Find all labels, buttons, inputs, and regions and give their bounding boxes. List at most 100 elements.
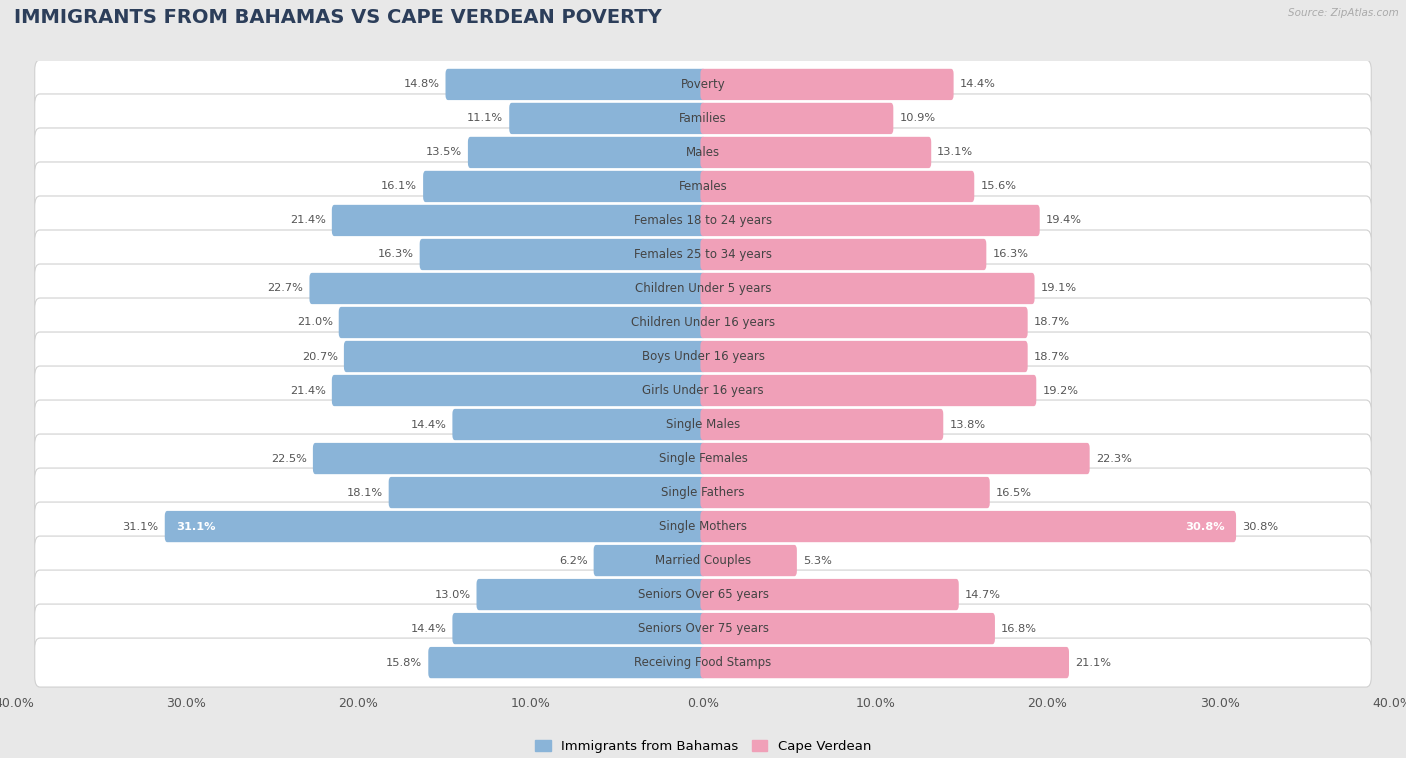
FancyBboxPatch shape <box>700 579 959 610</box>
FancyBboxPatch shape <box>700 273 1035 304</box>
FancyBboxPatch shape <box>700 409 943 440</box>
Text: 16.1%: 16.1% <box>381 181 418 192</box>
Text: Boys Under 16 years: Boys Under 16 years <box>641 350 765 363</box>
FancyBboxPatch shape <box>700 307 1028 338</box>
Text: 13.5%: 13.5% <box>426 148 461 158</box>
FancyBboxPatch shape <box>700 375 1036 406</box>
FancyBboxPatch shape <box>419 239 706 270</box>
FancyBboxPatch shape <box>700 613 995 644</box>
Text: 5.3%: 5.3% <box>803 556 832 565</box>
FancyBboxPatch shape <box>35 196 1371 245</box>
Text: Married Couples: Married Couples <box>655 554 751 567</box>
Text: Females 25 to 34 years: Females 25 to 34 years <box>634 248 772 261</box>
FancyBboxPatch shape <box>700 477 990 508</box>
FancyBboxPatch shape <box>35 468 1371 517</box>
FancyBboxPatch shape <box>453 613 706 644</box>
Text: Girls Under 16 years: Girls Under 16 years <box>643 384 763 397</box>
FancyBboxPatch shape <box>388 477 706 508</box>
Text: 18.7%: 18.7% <box>1033 352 1070 362</box>
Text: 16.5%: 16.5% <box>995 487 1032 497</box>
FancyBboxPatch shape <box>35 400 1371 449</box>
FancyBboxPatch shape <box>339 307 706 338</box>
Text: 14.4%: 14.4% <box>960 80 995 89</box>
FancyBboxPatch shape <box>35 264 1371 313</box>
Text: 19.4%: 19.4% <box>1046 215 1081 225</box>
Text: 31.1%: 31.1% <box>122 522 159 531</box>
Text: 18.1%: 18.1% <box>346 487 382 497</box>
Text: 21.4%: 21.4% <box>290 386 326 396</box>
Text: 14.8%: 14.8% <box>404 80 440 89</box>
FancyBboxPatch shape <box>700 545 797 576</box>
FancyBboxPatch shape <box>423 171 706 202</box>
Text: Males: Males <box>686 146 720 159</box>
Text: 13.1%: 13.1% <box>938 148 973 158</box>
FancyBboxPatch shape <box>344 341 706 372</box>
Text: 14.4%: 14.4% <box>411 624 446 634</box>
Text: Seniors Over 75 years: Seniors Over 75 years <box>637 622 769 635</box>
FancyBboxPatch shape <box>309 273 706 304</box>
Text: Single Fathers: Single Fathers <box>661 486 745 499</box>
FancyBboxPatch shape <box>314 443 706 475</box>
FancyBboxPatch shape <box>332 375 706 406</box>
Text: 30.8%: 30.8% <box>1185 522 1225 531</box>
FancyBboxPatch shape <box>700 511 1236 542</box>
Text: 16.3%: 16.3% <box>378 249 413 259</box>
Text: 20.7%: 20.7% <box>302 352 337 362</box>
Text: 30.8%: 30.8% <box>1241 522 1278 531</box>
Text: 21.0%: 21.0% <box>297 318 333 327</box>
FancyBboxPatch shape <box>509 103 706 134</box>
FancyBboxPatch shape <box>35 570 1371 619</box>
Text: 18.7%: 18.7% <box>1033 318 1070 327</box>
FancyBboxPatch shape <box>700 443 1090 475</box>
Text: 16.3%: 16.3% <box>993 249 1028 259</box>
Text: 16.8%: 16.8% <box>1001 624 1038 634</box>
FancyBboxPatch shape <box>700 647 1069 678</box>
FancyBboxPatch shape <box>35 60 1371 109</box>
FancyBboxPatch shape <box>35 162 1371 211</box>
Text: Receiving Food Stamps: Receiving Food Stamps <box>634 656 772 669</box>
FancyBboxPatch shape <box>593 545 706 576</box>
FancyBboxPatch shape <box>446 69 706 100</box>
Text: 21.1%: 21.1% <box>1076 658 1111 668</box>
FancyBboxPatch shape <box>468 136 706 168</box>
Legend: Immigrants from Bahamas, Cape Verdean: Immigrants from Bahamas, Cape Verdean <box>530 735 876 758</box>
FancyBboxPatch shape <box>429 647 706 678</box>
Text: 21.4%: 21.4% <box>290 215 326 225</box>
Text: 14.4%: 14.4% <box>411 419 446 430</box>
FancyBboxPatch shape <box>700 171 974 202</box>
Text: Single Males: Single Males <box>666 418 740 431</box>
Text: 13.0%: 13.0% <box>434 590 471 600</box>
FancyBboxPatch shape <box>35 638 1371 687</box>
Text: Families: Families <box>679 112 727 125</box>
Text: Poverty: Poverty <box>681 78 725 91</box>
Text: 22.7%: 22.7% <box>267 283 304 293</box>
FancyBboxPatch shape <box>700 103 893 134</box>
FancyBboxPatch shape <box>35 128 1371 177</box>
FancyBboxPatch shape <box>332 205 706 236</box>
FancyBboxPatch shape <box>35 434 1371 483</box>
FancyBboxPatch shape <box>35 604 1371 653</box>
Text: 14.7%: 14.7% <box>965 590 1001 600</box>
FancyBboxPatch shape <box>35 536 1371 585</box>
Text: Single Females: Single Females <box>658 452 748 465</box>
Text: IMMIGRANTS FROM BAHAMAS VS CAPE VERDEAN POVERTY: IMMIGRANTS FROM BAHAMAS VS CAPE VERDEAN … <box>14 8 662 27</box>
Text: Source: ZipAtlas.com: Source: ZipAtlas.com <box>1288 8 1399 17</box>
FancyBboxPatch shape <box>35 298 1371 347</box>
Text: 10.9%: 10.9% <box>900 114 935 124</box>
Text: Children Under 5 years: Children Under 5 years <box>634 282 772 295</box>
FancyBboxPatch shape <box>700 239 987 270</box>
Text: 19.1%: 19.1% <box>1040 283 1077 293</box>
Text: Children Under 16 years: Children Under 16 years <box>631 316 775 329</box>
Text: Females: Females <box>679 180 727 193</box>
FancyBboxPatch shape <box>700 341 1028 372</box>
FancyBboxPatch shape <box>35 366 1371 415</box>
Text: 22.3%: 22.3% <box>1095 453 1132 464</box>
Text: 22.5%: 22.5% <box>271 453 307 464</box>
Text: 11.1%: 11.1% <box>467 114 503 124</box>
FancyBboxPatch shape <box>165 511 706 542</box>
FancyBboxPatch shape <box>35 332 1371 381</box>
FancyBboxPatch shape <box>477 579 706 610</box>
FancyBboxPatch shape <box>700 136 931 168</box>
FancyBboxPatch shape <box>700 69 953 100</box>
Text: 31.1%: 31.1% <box>176 522 215 531</box>
